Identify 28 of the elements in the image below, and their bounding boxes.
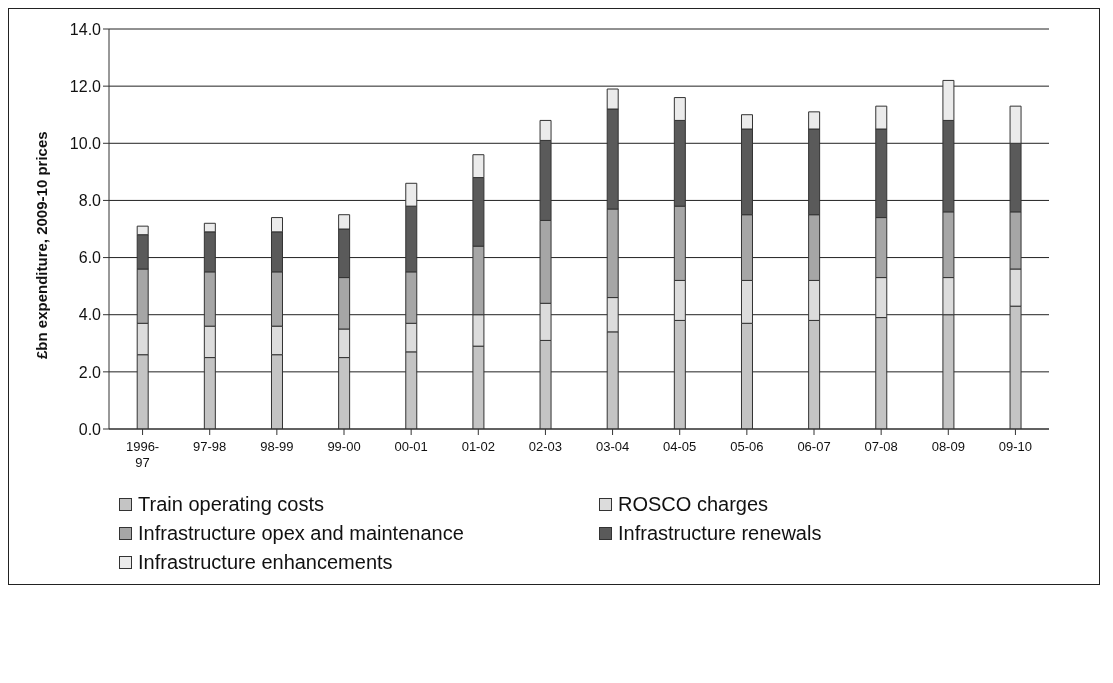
x-tick-label: 09-10 bbox=[998, 439, 1033, 454]
y-tick-label: 6.0 bbox=[78, 249, 102, 267]
x-tick-label: 02-03 bbox=[528, 439, 563, 454]
x-tick-label: 03-04 bbox=[595, 439, 630, 454]
y-tick-label: 10.0 bbox=[69, 134, 102, 152]
y-tick-label: 2.0 bbox=[78, 363, 102, 381]
x-tick-label: 99-00 bbox=[327, 439, 361, 454]
legend-label: Train operating costs bbox=[138, 493, 325, 516]
legend-label: Infrastructure renewals bbox=[618, 522, 822, 545]
y-tick-label: 12.0 bbox=[69, 77, 102, 95]
y-tick-label: 8.0 bbox=[78, 192, 102, 210]
legend-label: Infrastructure opex and maintenance bbox=[138, 522, 464, 545]
y-tick-label: 0.0 bbox=[78, 420, 102, 438]
y-axis-title: £bn expenditure, 2009-10 prices bbox=[33, 131, 51, 359]
x-tick-label: 05-06 bbox=[730, 439, 764, 454]
x-tick-label: 04-05 bbox=[663, 439, 697, 454]
x-tick-label: 07-08 bbox=[864, 439, 898, 454]
y-tick-label: 14.0 bbox=[69, 20, 102, 38]
legend-label: Infrastructure enhancements bbox=[138, 551, 393, 574]
x-tick-label: 08-09 bbox=[931, 439, 965, 454]
x-tick-label: 00-01 bbox=[394, 439, 428, 454]
x-tick-label: 1996-97 bbox=[125, 439, 160, 470]
legend-label: ROSCO charges bbox=[618, 493, 769, 516]
x-tick-label: 01-02 bbox=[461, 439, 495, 454]
x-tick-label: 06-07 bbox=[797, 439, 831, 454]
x-tick-label: 97-98 bbox=[193, 439, 227, 454]
y-tick-label: 4.0 bbox=[78, 306, 102, 324]
x-tick-label: 98-99 bbox=[260, 439, 294, 454]
